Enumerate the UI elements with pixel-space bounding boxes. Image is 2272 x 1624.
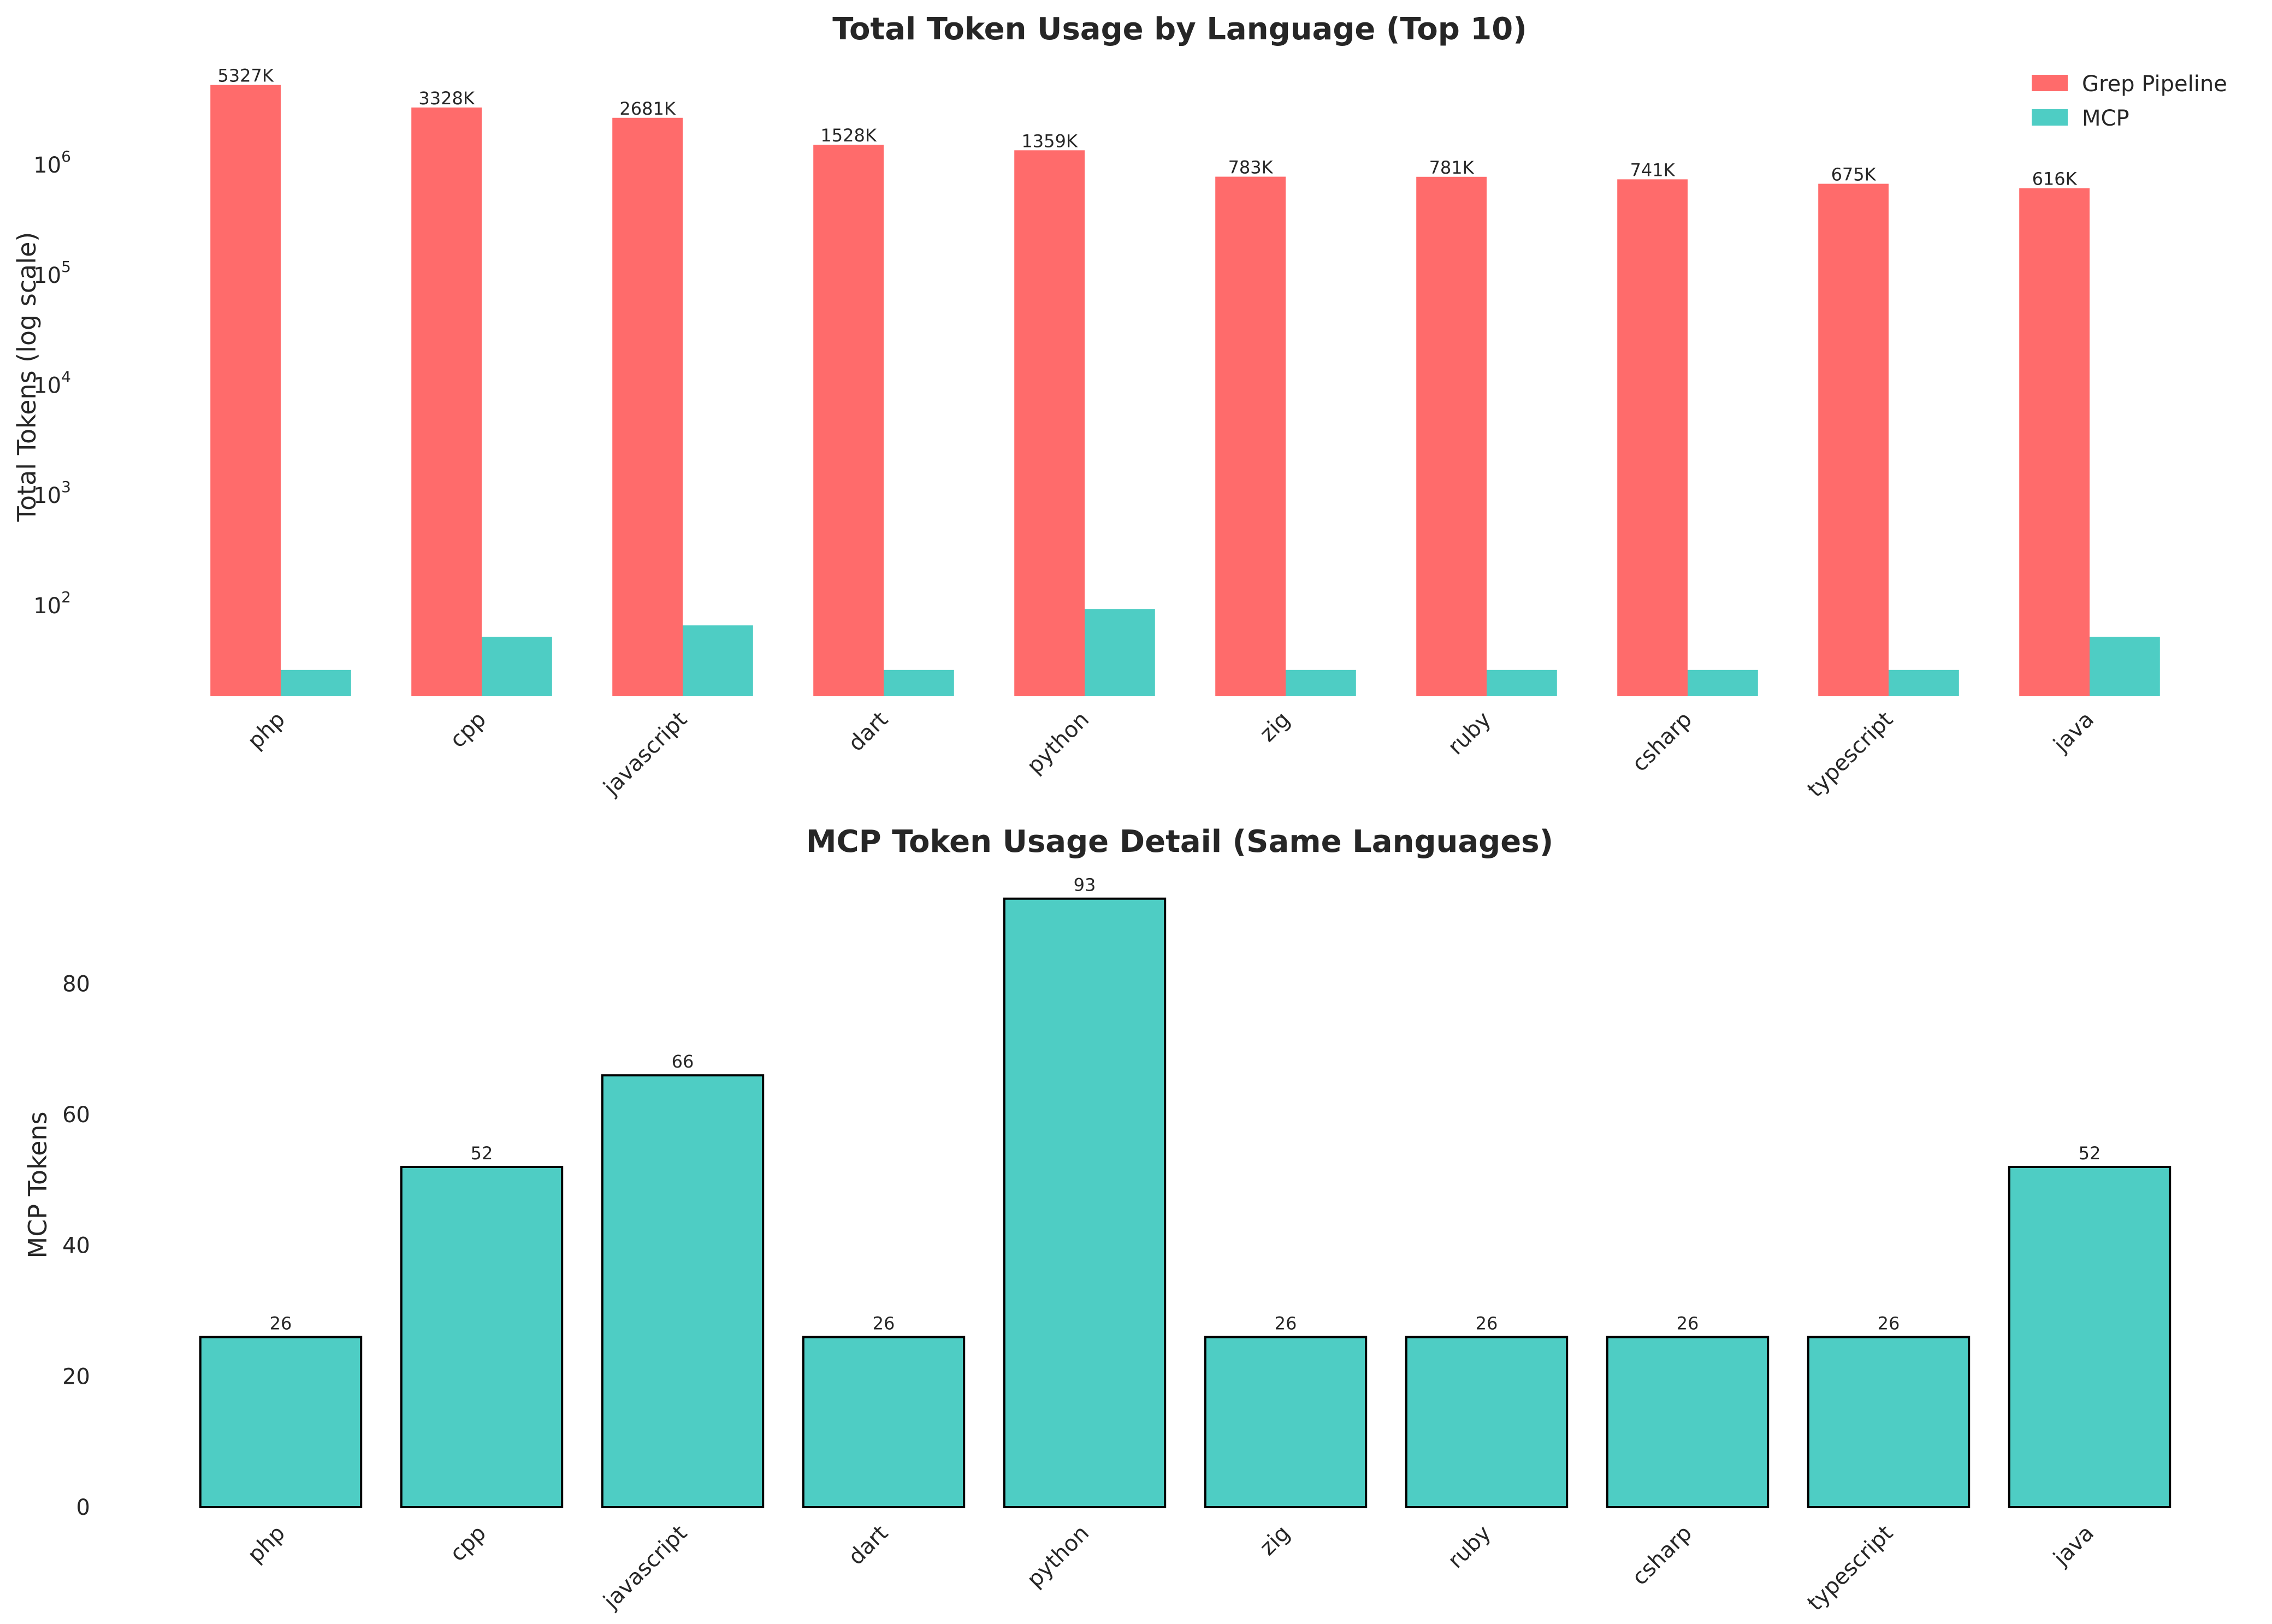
bar-grep-pipeline-python — [1014, 150, 1085, 696]
bar-mcp-zig — [1286, 669, 1356, 696]
bar-mcp-ruby — [1487, 669, 1557, 696]
bar-mcp-detail-cpp — [400, 1165, 564, 1508]
bottom-y-tick-label: 60 — [62, 1103, 90, 1128]
data-label-mcp-detail-cpp: 52 — [471, 1143, 493, 1164]
bar-mcp-detail-ruby — [1405, 1336, 1569, 1508]
bar-mcp-detail-python — [1003, 897, 1167, 1508]
data-label-grep-pipeline-cpp: 3328K — [418, 88, 475, 109]
bar-mcp-detail-zig — [1204, 1336, 1368, 1508]
data-label-mcp-detail-php: 26 — [270, 1313, 292, 1333]
top-y-tick-label: 104 — [33, 368, 71, 398]
data-label-grep-pipeline-ruby: 781K — [1429, 157, 1475, 178]
top-chart-bars: 5327K 3328K 2681K 1528K 1359K 783K 781K 741K 675… — [210, 66, 2160, 697]
top-chart-legend: Grep Pipeline MCP — [2032, 72, 2227, 131]
data-label-mcp-detail-csharp: 26 — [1677, 1313, 1699, 1333]
top-chart-y-ticks: 102 103 104 105 106 — [33, 147, 71, 619]
bar-grep-pipeline-php — [210, 85, 281, 696]
bar-mcp-detail-dart — [802, 1336, 966, 1508]
bottom-y-tick-label: 80 — [62, 971, 90, 997]
bar-mcp-java — [2090, 637, 2160, 696]
bar-grep-pipeline-ruby — [1416, 176, 1487, 696]
data-label-mcp-detail-zig: 26 — [1275, 1313, 1297, 1333]
bar-mcp-python — [1085, 609, 1155, 696]
legend-swatch-grep-pipeline — [2032, 75, 2068, 91]
data-label-grep-pipeline-typescript: 675K — [1831, 164, 1877, 185]
bar-mcp-detail-java — [2008, 1165, 2172, 1508]
bottom-y-tick-label: 0 — [76, 1495, 90, 1520]
bar-grep-pipeline-csharp — [1617, 179, 1688, 696]
bar-grep-pipeline-javascript — [612, 117, 683, 697]
data-label-mcp-detail-javascript: 66 — [672, 1051, 694, 1072]
bar-grep-pipeline-zig — [1215, 176, 1286, 696]
bar-mcp-typescript — [1889, 669, 1959, 696]
bar-mcp-cpp — [482, 637, 552, 696]
data-label-grep-pipeline-java: 616K — [2032, 169, 2078, 189]
bar-mcp-detail-typescript — [1807, 1336, 1971, 1508]
bottom-y-tick-label: 40 — [62, 1234, 90, 1259]
bar-grep-pipeline-cpp — [411, 107, 482, 697]
bar-mcp-detail-php — [199, 1336, 363, 1508]
bottom-chart-y-ticks: 0 20 40 60 80 — [62, 971, 90, 1520]
data-label-grep-pipeline-dart: 1528K — [820, 125, 877, 146]
bar-grep-pipeline-typescript — [1818, 183, 1889, 696]
bar-mcp-php — [281, 669, 351, 696]
data-label-grep-pipeline-php: 5327K — [217, 66, 274, 86]
bar-mcp-detail-javascript — [601, 1074, 765, 1508]
bar-grep-pipeline-java — [2019, 188, 2090, 696]
bottom-y-tick-label: 20 — [62, 1364, 90, 1389]
bottom-chart-bars: 26 52 66 26 93 26 26 26 26 52 — [199, 875, 2172, 1508]
bar-mcp-dart — [884, 669, 954, 696]
data-label-grep-pipeline-javascript: 2681K — [619, 98, 676, 119]
legend-swatch-mcp — [2032, 109, 2068, 126]
data-label-grep-pipeline-zig: 783K — [1228, 157, 1274, 178]
data-label-grep-pipeline-python: 1359K — [1021, 131, 1078, 151]
bar-mcp-csharp — [1688, 669, 1758, 696]
data-label-mcp-detail-dart: 26 — [873, 1313, 895, 1333]
data-label-grep-pipeline-csharp: 741K — [1630, 159, 1676, 180]
top-y-tick-label: 102 — [33, 588, 71, 619]
bar-grep-pipeline-dart — [813, 144, 884, 696]
top-y-tick-label: 103 — [33, 478, 71, 508]
bar-mcp-detail-csharp — [1606, 1336, 1770, 1508]
top-y-tick-label: 106 — [33, 147, 71, 178]
top-chart-y-axis-label: Total Tokens (log scale) — [12, 232, 42, 523]
bottom-chart-title: MCP Token Usage Detail (Same Languages) — [806, 824, 1553, 860]
data-label-mcp-detail-python: 93 — [1074, 875, 1096, 896]
top-y-tick-label: 105 — [33, 258, 71, 288]
data-label-mcp-detail-ruby: 26 — [1476, 1313, 1498, 1333]
data-label-mcp-detail-typescript: 26 — [1878, 1313, 1900, 1333]
top-chart-title: Total Token Usage by Language (Top 10) — [832, 11, 1527, 47]
legend-label-mcp: MCP — [2082, 106, 2129, 131]
data-label-mcp-detail-java: 52 — [2079, 1143, 2101, 1164]
bottom-chart-y-axis-label: MCP Tokens — [23, 1111, 52, 1258]
bar-mcp-javascript — [683, 625, 753, 696]
legend-label-grep-pipeline: Grep Pipeline — [2082, 72, 2227, 97]
